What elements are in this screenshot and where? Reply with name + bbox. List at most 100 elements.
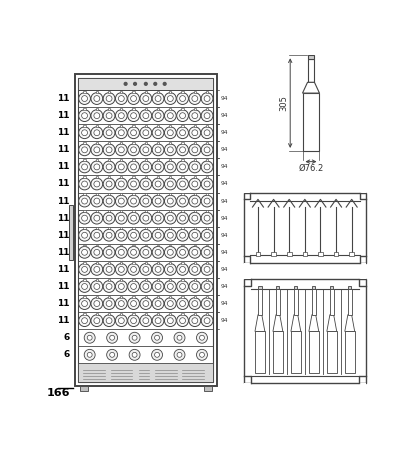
Text: 94: 94: [220, 284, 228, 289]
Circle shape: [167, 301, 173, 307]
Bar: [206, 193, 208, 195]
Circle shape: [119, 233, 124, 238]
Bar: [84, 210, 86, 212]
Circle shape: [140, 161, 152, 173]
Bar: [157, 210, 159, 212]
Circle shape: [177, 127, 188, 139]
Circle shape: [103, 93, 115, 105]
Circle shape: [94, 267, 100, 273]
Bar: [258, 289, 262, 314]
Circle shape: [192, 318, 198, 324]
Circle shape: [128, 110, 139, 121]
Bar: [120, 245, 122, 247]
Bar: [108, 313, 110, 315]
Bar: [181, 228, 184, 229]
Text: 94: 94: [220, 267, 228, 272]
Circle shape: [152, 229, 164, 241]
Circle shape: [177, 315, 188, 327]
Circle shape: [106, 113, 112, 119]
Bar: [169, 159, 171, 161]
Bar: [302, 93, 319, 151]
Bar: [108, 279, 110, 281]
Circle shape: [196, 332, 208, 343]
Bar: [244, 384, 251, 390]
Bar: [294, 289, 298, 314]
Circle shape: [131, 181, 136, 187]
Circle shape: [119, 181, 124, 187]
Bar: [157, 159, 159, 161]
Circle shape: [201, 144, 213, 156]
Bar: [96, 176, 98, 178]
Circle shape: [116, 178, 127, 190]
Circle shape: [91, 127, 103, 139]
Text: 6: 6: [64, 350, 70, 359]
Text: 11: 11: [57, 162, 70, 172]
Bar: [204, 386, 212, 391]
Bar: [120, 210, 122, 212]
Circle shape: [103, 161, 115, 173]
Circle shape: [128, 195, 139, 207]
Bar: [157, 142, 159, 144]
Circle shape: [177, 212, 188, 224]
Circle shape: [119, 215, 124, 221]
Circle shape: [152, 263, 164, 275]
Circle shape: [164, 263, 176, 275]
Circle shape: [103, 110, 115, 121]
Bar: [120, 296, 122, 298]
Circle shape: [82, 130, 87, 136]
Circle shape: [204, 318, 210, 324]
Circle shape: [196, 349, 208, 360]
Circle shape: [143, 267, 149, 273]
Text: 11: 11: [57, 231, 70, 240]
Circle shape: [106, 130, 112, 136]
Circle shape: [192, 198, 198, 204]
Bar: [194, 176, 196, 178]
Bar: [132, 193, 135, 195]
Bar: [79, 78, 213, 382]
Circle shape: [201, 178, 213, 190]
Circle shape: [106, 147, 112, 153]
Circle shape: [128, 281, 139, 293]
Bar: [84, 142, 86, 144]
Circle shape: [119, 198, 124, 204]
Circle shape: [144, 82, 147, 85]
Circle shape: [131, 198, 136, 204]
Bar: [84, 262, 86, 263]
Circle shape: [167, 147, 173, 153]
Circle shape: [119, 267, 124, 273]
Circle shape: [94, 164, 100, 170]
Bar: [169, 142, 171, 144]
Bar: [108, 125, 110, 127]
Circle shape: [140, 263, 152, 275]
Circle shape: [103, 195, 115, 207]
Circle shape: [204, 181, 210, 187]
Circle shape: [151, 332, 163, 343]
Circle shape: [177, 352, 182, 357]
Bar: [84, 296, 86, 298]
Bar: [345, 331, 355, 374]
Circle shape: [164, 298, 176, 309]
Circle shape: [106, 349, 118, 360]
Circle shape: [164, 195, 176, 207]
Circle shape: [106, 215, 112, 221]
Circle shape: [189, 144, 201, 156]
Bar: [181, 125, 184, 127]
Circle shape: [155, 249, 161, 255]
Circle shape: [204, 249, 210, 255]
Circle shape: [155, 215, 161, 221]
Circle shape: [91, 315, 103, 327]
Circle shape: [131, 147, 136, 153]
Bar: [145, 296, 147, 298]
Circle shape: [82, 113, 87, 119]
Bar: [276, 289, 280, 314]
Circle shape: [204, 96, 210, 101]
Circle shape: [200, 335, 204, 340]
Circle shape: [180, 147, 186, 153]
Bar: [181, 296, 184, 298]
Bar: [132, 125, 135, 127]
Circle shape: [103, 315, 115, 327]
Bar: [132, 91, 135, 93]
Circle shape: [79, 315, 90, 327]
Bar: [96, 91, 98, 93]
Bar: [169, 313, 171, 315]
